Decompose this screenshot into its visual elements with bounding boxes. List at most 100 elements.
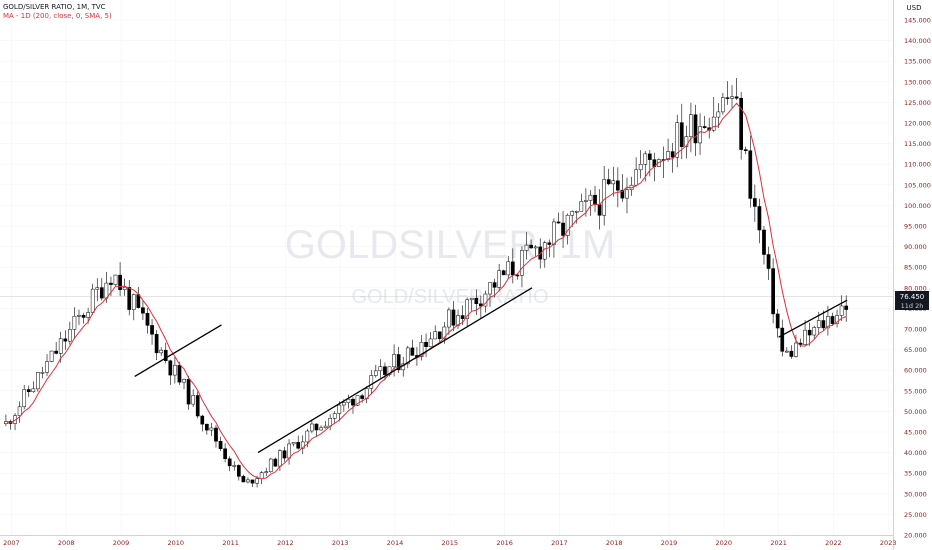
candle-body [451,309,456,326]
candle-body [310,423,314,432]
candle-body [168,360,173,376]
x-tick-label: 2020 [716,539,733,547]
candle-body [821,320,826,329]
x-tick-label: 2022 [825,539,842,547]
candle-body [501,270,506,276]
candle-body [437,331,442,339]
y-tick-label: 140.000 [904,37,931,45]
candle-body [49,350,54,362]
trendlines [134,287,848,454]
candle-body [538,246,543,260]
y-tick-label: 100.000 [904,202,931,210]
candle-body [616,180,620,191]
watermark-sub: GOLD/SILVER RATIO [351,286,548,308]
x-tick-label: 2019 [661,539,678,547]
y-tick-label: 60.000 [904,367,927,375]
candle-body [392,354,396,368]
candle-body [22,389,27,408]
candle-body [533,246,538,249]
candle-body [725,97,730,99]
candle-body [227,458,232,467]
candle-body [26,389,31,393]
candle-body [300,441,305,449]
candle-body [780,327,785,352]
candle-body [702,126,707,128]
candle-body [469,297,474,301]
candle-body [173,364,177,376]
legend: GOLD/SILVER RATIO, 1M, TVC MA - 1D (200,… [3,3,112,21]
candle-body [205,423,209,431]
x-tick-label: 2016 [496,539,513,547]
price-axis[interactable]: 20.000 25.000 30.000 35.000 40.000 45.000 50.0… [904,17,931,540]
candle-body [200,415,205,425]
candle-body [68,329,72,342]
candle-body [296,442,301,449]
candle-body [342,402,346,406]
candle-body [684,136,689,147]
candle-body [218,440,223,449]
candle-body [323,425,328,429]
candle-body [314,423,319,431]
candle-body [730,96,734,99]
trendline[interactable] [257,287,533,454]
time-axis[interactable]: 2007 2008 2009 2010 2011 2012 2013 2014 2015 2016… [3,539,896,547]
candle-body [698,126,702,144]
candle-body [346,398,351,403]
candle-body [77,315,81,317]
candle-body [497,270,501,288]
candle-body [479,303,483,307]
candle-body [104,282,109,299]
candle-body [839,305,844,316]
candle-body [232,465,237,467]
candle-body [355,395,360,406]
candle-body [492,282,497,288]
candle-body [442,326,447,339]
trendline[interactable] [778,299,848,338]
candle-body [387,366,392,375]
candle-body [721,97,725,113]
y-tick-label: 105.000 [904,181,931,189]
x-tick-label: 2023 [880,539,897,547]
y-tick-label: 80.000 [904,284,927,292]
candle-body [552,221,556,245]
candle-body [410,347,415,356]
candle-body [250,479,255,484]
candle-body [643,153,648,165]
candle-body [433,331,438,340]
candle-body [72,315,77,330]
candle-body [826,316,830,329]
trendline[interactable] [134,324,222,377]
x-tick-label: 2014 [387,539,404,547]
candle-body [638,164,643,171]
candle-body [177,364,182,383]
legend-symbol: GOLD/SILVER RATIO, 1M, TVC [3,3,106,11]
y-tick-label: 55.000 [904,387,927,395]
candle-body [588,194,593,201]
candle-body [141,307,145,314]
candle-body [679,122,684,147]
candle-body [520,250,524,276]
candle-body [241,476,246,483]
x-tick-label: 2012 [277,539,294,547]
price-tag-value: 76.450 [900,293,925,301]
candle-body [337,404,342,414]
candle-body [716,111,721,118]
candle-body [771,268,775,315]
candle-body [775,313,780,329]
candle-body [214,427,218,442]
candle-body [246,479,250,483]
candle-body [611,180,616,185]
candle-body [127,287,132,310]
y-tick-label: 50.000 [904,408,927,416]
candle-body [584,200,588,202]
candle-body [255,478,259,484]
candle-body [282,450,287,459]
candle-body [757,206,762,231]
candle-body [844,305,849,310]
price-tag-bg [895,291,929,310]
x-tick-label: 2008 [58,539,75,547]
candle-body [657,159,661,167]
candle-body [634,169,638,186]
candle-body [593,194,597,205]
